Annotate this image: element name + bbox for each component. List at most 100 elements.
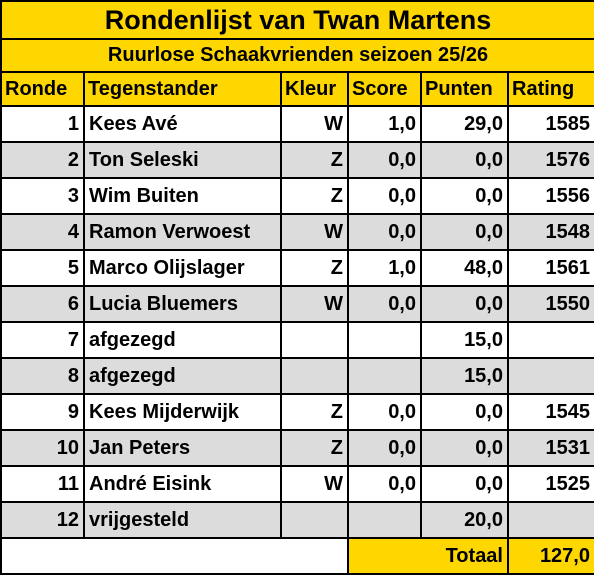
cell-tegenstander: André Eisink (83, 465, 282, 503)
cell-tegenstander: Kees Mijderwijk (83, 393, 282, 431)
cell-ronde: 3 (0, 177, 85, 215)
cell-rating: 1545 (507, 393, 594, 431)
cell-rating: 1550 (507, 285, 594, 323)
cell-tegenstander: afgezegd (83, 321, 282, 359)
cell-kleur: Z (280, 141, 349, 179)
total-label: Totaal (347, 537, 509, 575)
cell-tegenstander: Wim Buiten (83, 177, 282, 215)
cell-kleur: W (280, 105, 349, 143)
column-header-kleur: Kleur (280, 71, 349, 107)
subtitle-row: Ruurlose Schaakvrienden seizoen 25/26 (0, 38, 594, 73)
cell-rating: 1556 (507, 177, 594, 215)
cell-rating: 1548 (507, 213, 594, 251)
cell-ronde: 1 (0, 105, 85, 143)
column-header-row: Ronde Tegenstander Kleur Score Punten Ra… (0, 71, 594, 107)
total-row: Totaal 127,0 (0, 537, 594, 575)
cell-kleur: W (280, 285, 349, 323)
cell-score: 0,0 (347, 141, 422, 179)
cell-score (347, 501, 422, 539)
cell-score: 0,0 (347, 213, 422, 251)
cell-kleur: Z (280, 429, 349, 467)
cell-ronde: 10 (0, 429, 85, 467)
cell-score (347, 357, 422, 395)
cell-punten: 15,0 (420, 321, 509, 359)
cell-kleur: W (280, 213, 349, 251)
cell-kleur: W (280, 465, 349, 503)
cell-punten: 0,0 (420, 393, 509, 431)
cell-tegenstander: Kees Avé (83, 105, 282, 143)
table-row: 2 Ton Seleski Z 0,0 0,0 1576 (0, 141, 594, 179)
cell-kleur: Z (280, 393, 349, 431)
cell-tegenstander: afgezegd (83, 357, 282, 395)
column-header-tegenstander: Tegenstander (83, 71, 282, 107)
column-header-ronde: Ronde (0, 71, 85, 107)
cell-punten: 0,0 (420, 141, 509, 179)
cell-ronde: 8 (0, 357, 85, 395)
table-row: 5 Marco Olijslager Z 1,0 48,0 1561 (0, 249, 594, 287)
column-header-score: Score (347, 71, 422, 107)
cell-ronde: 6 (0, 285, 85, 323)
cell-punten: 0,0 (420, 465, 509, 503)
page-subtitle: Ruurlose Schaakvrienden seizoen 25/26 (0, 38, 594, 73)
cell-tegenstander: Ton Seleski (83, 141, 282, 179)
cell-score: 1,0 (347, 105, 422, 143)
cell-ronde: 5 (0, 249, 85, 287)
cell-rating: 1576 (507, 141, 594, 179)
total-value: 127,0 (507, 537, 594, 575)
cell-punten: 15,0 (420, 357, 509, 395)
cell-rating (507, 501, 594, 539)
cell-kleur (280, 501, 349, 539)
cell-punten: 0,0 (420, 177, 509, 215)
cell-score: 0,0 (347, 429, 422, 467)
cell-score: 0,0 (347, 285, 422, 323)
cell-ronde: 7 (0, 321, 85, 359)
table-row: 7 afgezegd 15,0 (0, 321, 594, 359)
cell-ronde: 12 (0, 501, 85, 539)
cell-tegenstander: Jan Peters (83, 429, 282, 467)
cell-punten: 20,0 (420, 501, 509, 539)
cell-tegenstander: vrijgesteld (83, 501, 282, 539)
cell-score: 0,0 (347, 393, 422, 431)
cell-punten: 0,0 (420, 429, 509, 467)
cell-rating: 1585 (507, 105, 594, 143)
cell-rating (507, 321, 594, 359)
page-title: Rondenlijst van Twan Martens (0, 0, 594, 40)
cell-ronde: 4 (0, 213, 85, 251)
table-row: 4 Ramon Verwoest W 0,0 0,0 1548 (0, 213, 594, 251)
cell-ronde: 11 (0, 465, 85, 503)
cell-score: 1,0 (347, 249, 422, 287)
table-row: 6 Lucia Bluemers W 0,0 0,0 1550 (0, 285, 594, 323)
cell-score (347, 321, 422, 359)
column-header-punten: Punten (420, 71, 509, 107)
cell-rating (507, 357, 594, 395)
table-row: 12 vrijgesteld 20,0 (0, 501, 594, 539)
cell-punten: 29,0 (420, 105, 509, 143)
cell-punten: 48,0 (420, 249, 509, 287)
cell-punten: 0,0 (420, 285, 509, 323)
cell-kleur (280, 321, 349, 359)
cell-tegenstander: Ramon Verwoest (83, 213, 282, 251)
cell-kleur: Z (280, 177, 349, 215)
table-row: 9 Kees Mijderwijk Z 0,0 0,0 1545 (0, 393, 594, 431)
cell-score: 0,0 (347, 177, 422, 215)
total-spacer (0, 537, 349, 575)
cell-tegenstander: Marco Olijslager (83, 249, 282, 287)
round-list-table: Rondenlijst van Twan Martens Ruurlose Sc… (0, 0, 594, 575)
table-row: 1 Kees Avé W 1,0 29,0 1585 (0, 105, 594, 143)
cell-rating: 1561 (507, 249, 594, 287)
table-row: 8 afgezegd 15,0 (0, 357, 594, 395)
cell-kleur (280, 357, 349, 395)
cell-rating: 1525 (507, 465, 594, 503)
cell-kleur: Z (280, 249, 349, 287)
column-header-rating: Rating (507, 71, 594, 107)
title-row: Rondenlijst van Twan Martens (0, 0, 594, 40)
cell-ronde: 9 (0, 393, 85, 431)
cell-punten: 0,0 (420, 213, 509, 251)
cell-tegenstander: Lucia Bluemers (83, 285, 282, 323)
cell-score: 0,0 (347, 465, 422, 503)
table-row: 3 Wim Buiten Z 0,0 0,0 1556 (0, 177, 594, 215)
table-row: 10 Jan Peters Z 0,0 0,0 1531 (0, 429, 594, 467)
table-row: 11 André Eisink W 0,0 0,0 1525 (0, 465, 594, 503)
cell-ronde: 2 (0, 141, 85, 179)
cell-rating: 1531 (507, 429, 594, 467)
